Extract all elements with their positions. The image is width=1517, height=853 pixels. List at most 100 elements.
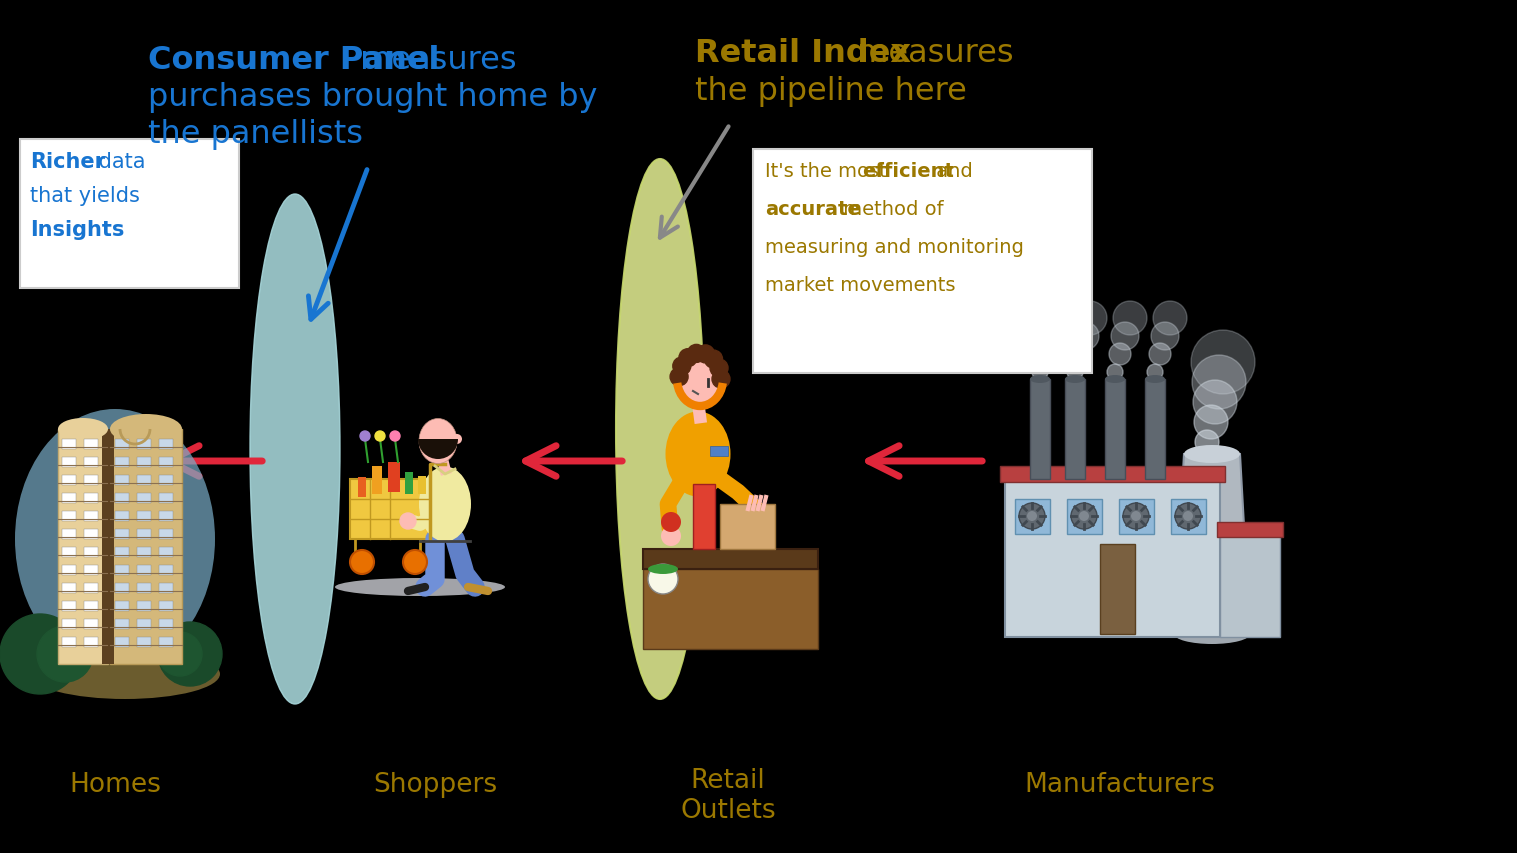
- Bar: [115, 548, 129, 557]
- Text: data: data: [93, 152, 146, 171]
- Bar: [159, 548, 173, 557]
- Bar: [137, 457, 152, 467]
- Circle shape: [1027, 512, 1038, 521]
- Circle shape: [696, 345, 715, 363]
- Bar: [115, 619, 129, 630]
- Ellipse shape: [15, 409, 215, 670]
- Bar: [643, 569, 818, 649]
- Bar: [1015, 499, 1050, 534]
- Bar: [62, 493, 76, 503]
- Bar: [643, 549, 818, 569]
- Bar: [62, 439, 76, 450]
- Text: and: and: [930, 162, 972, 181]
- Circle shape: [1123, 503, 1148, 530]
- Text: Manufacturers: Manufacturers: [1024, 771, 1215, 797]
- Bar: [159, 566, 173, 575]
- Text: purchases brought home by: purchases brought home by: [149, 82, 598, 113]
- Circle shape: [350, 550, 375, 574]
- Circle shape: [400, 514, 416, 530]
- Circle shape: [674, 357, 690, 375]
- Ellipse shape: [419, 419, 457, 464]
- Bar: [62, 566, 76, 575]
- Text: Insights: Insights: [30, 220, 124, 240]
- Bar: [115, 601, 129, 612]
- Circle shape: [1195, 431, 1220, 455]
- Circle shape: [1191, 331, 1255, 395]
- Bar: [405, 473, 413, 495]
- Bar: [137, 530, 152, 539]
- Ellipse shape: [616, 160, 704, 699]
- Bar: [710, 446, 728, 456]
- Circle shape: [1038, 302, 1073, 335]
- Text: Homes: Homes: [70, 771, 161, 797]
- Bar: [102, 430, 114, 664]
- Text: the pipeline here: the pipeline here: [695, 76, 966, 107]
- Bar: [83, 583, 99, 594]
- Bar: [115, 512, 129, 521]
- Circle shape: [360, 432, 370, 442]
- Circle shape: [671, 368, 689, 386]
- Bar: [62, 457, 76, 467]
- Circle shape: [1113, 302, 1147, 335]
- Bar: [358, 478, 366, 497]
- Text: It's the most: It's the most: [765, 162, 894, 181]
- Ellipse shape: [648, 565, 678, 574]
- Ellipse shape: [419, 467, 470, 542]
- Circle shape: [1148, 344, 1171, 366]
- Circle shape: [661, 513, 681, 532]
- Bar: [62, 637, 76, 647]
- Bar: [137, 619, 152, 630]
- Circle shape: [648, 565, 678, 595]
- Circle shape: [1107, 364, 1123, 380]
- Bar: [62, 530, 76, 539]
- Bar: [159, 493, 173, 503]
- Bar: [159, 619, 173, 630]
- Circle shape: [1066, 364, 1083, 380]
- Circle shape: [1071, 503, 1097, 530]
- Bar: [83, 512, 99, 521]
- Bar: [388, 462, 400, 492]
- Bar: [159, 512, 173, 521]
- Text: Retail Index: Retail Index: [695, 38, 912, 69]
- Bar: [1066, 499, 1101, 534]
- Ellipse shape: [1174, 624, 1250, 644]
- Circle shape: [1194, 405, 1227, 439]
- Bar: [62, 583, 76, 594]
- Ellipse shape: [1030, 375, 1050, 384]
- Ellipse shape: [1104, 375, 1126, 384]
- Text: efficient: efficient: [862, 162, 954, 181]
- Ellipse shape: [30, 649, 220, 699]
- Circle shape: [1071, 322, 1098, 351]
- Ellipse shape: [335, 578, 505, 596]
- Text: Richer: Richer: [30, 152, 105, 171]
- Bar: [159, 601, 173, 612]
- Bar: [137, 566, 152, 575]
- Bar: [159, 583, 173, 594]
- Bar: [83, 457, 99, 467]
- Bar: [62, 548, 76, 557]
- Text: Shoppers: Shoppers: [373, 771, 498, 797]
- Bar: [83, 619, 99, 630]
- Bar: [115, 457, 129, 467]
- Bar: [115, 493, 129, 503]
- Bar: [62, 601, 76, 612]
- Bar: [83, 475, 99, 485]
- Bar: [1004, 479, 1220, 637]
- Bar: [350, 479, 429, 539]
- Circle shape: [1132, 512, 1141, 521]
- Text: that yields: that yields: [30, 186, 140, 206]
- Circle shape: [1192, 356, 1245, 409]
- Bar: [83, 548, 99, 557]
- Bar: [159, 530, 173, 539]
- Circle shape: [1147, 364, 1164, 380]
- Bar: [137, 583, 152, 594]
- Wedge shape: [419, 439, 458, 460]
- Ellipse shape: [111, 415, 182, 444]
- Bar: [693, 485, 715, 549]
- Bar: [1220, 534, 1280, 637]
- Bar: [62, 475, 76, 485]
- Ellipse shape: [680, 355, 721, 404]
- Text: measures: measures: [350, 45, 517, 76]
- Bar: [115, 566, 129, 575]
- Circle shape: [1151, 322, 1179, 351]
